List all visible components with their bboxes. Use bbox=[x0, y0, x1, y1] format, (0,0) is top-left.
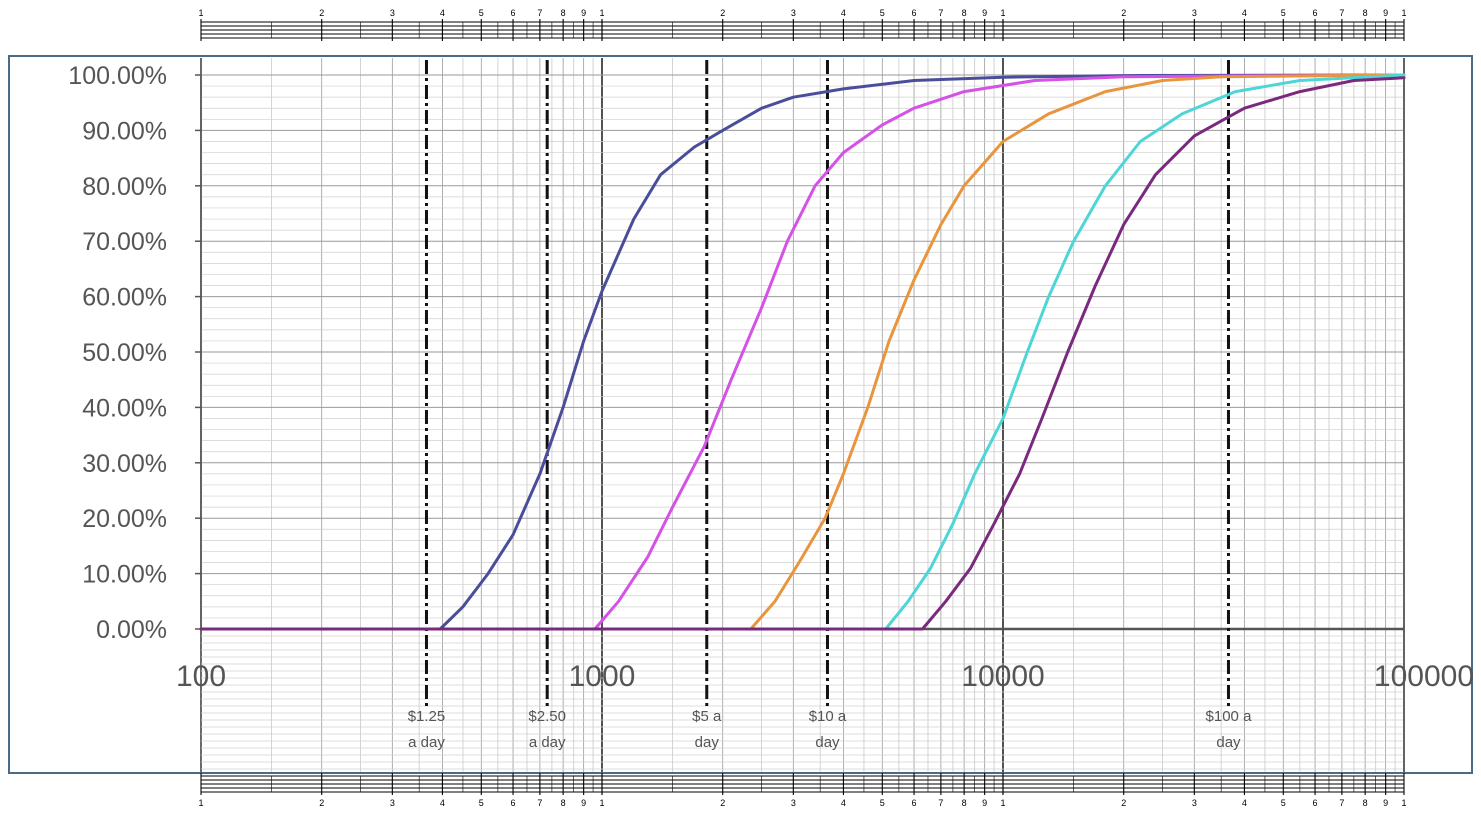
series-line-2 bbox=[199, 73, 1406, 631]
ruler-label-top: 7 bbox=[938, 8, 943, 18]
series-line-3 bbox=[199, 73, 1406, 631]
ruler-label-top: 1 bbox=[198, 8, 203, 18]
ruler-label-top: 5 bbox=[880, 8, 885, 18]
x-tick-labels: 100 1000 10000 100000 bbox=[176, 660, 1474, 693]
ruler-label-bottom: 1 bbox=[198, 798, 203, 808]
ruler-label-top: 9 bbox=[581, 8, 586, 18]
log-rulers: 1 2 3 4 5 6 7 8 9 1 2 3 4 5 6 7 8 9 1 2 3 4 5 6 7 8 9 1 1 2 3 4 5 6 7 8 9 1 2 3… bbox=[198, 8, 1406, 808]
ruler-label-bottom: 1 bbox=[1401, 798, 1406, 808]
ruler-label-top: 6 bbox=[511, 8, 516, 18]
ruler-label-bottom: 7 bbox=[938, 798, 943, 808]
ruler-label-bottom: 8 bbox=[561, 798, 566, 808]
ruler-label-bottom: 8 bbox=[1363, 798, 1368, 808]
ruler-label-bottom: 1 bbox=[599, 798, 604, 808]
ruler-label-bottom: 9 bbox=[581, 798, 586, 808]
series-line-5 bbox=[199, 76, 1406, 631]
ruler-label-bottom: 3 bbox=[791, 798, 796, 808]
ruler-label-top: 8 bbox=[1363, 8, 1368, 18]
reference-line-label: $10 a bbox=[809, 708, 847, 725]
ruler-label-bottom: 8 bbox=[962, 798, 967, 808]
reference-line-label: day bbox=[1216, 734, 1241, 751]
y-tick-label: 20.00% bbox=[82, 505, 167, 533]
y-tick-label: 100.00% bbox=[68, 62, 167, 90]
reference-line-label: a day bbox=[408, 734, 445, 751]
ruler-label-top: 9 bbox=[982, 8, 987, 18]
reference-line-label: $100 a bbox=[1206, 708, 1253, 725]
ruler-label-top: 4 bbox=[841, 8, 846, 18]
reference-line-label: day bbox=[695, 734, 720, 751]
series-line-1 bbox=[199, 73, 1406, 631]
ruler-label-top: 4 bbox=[440, 8, 445, 18]
ruler-label-top: 1 bbox=[599, 8, 604, 18]
series-group bbox=[199, 73, 1406, 631]
y-tick-label: 10.00% bbox=[82, 561, 167, 589]
ruler-label-top: 3 bbox=[390, 8, 395, 18]
ruler-label-top: 8 bbox=[561, 8, 566, 18]
ruler-label-top: 1 bbox=[1000, 8, 1005, 18]
ruler-label-bottom: 4 bbox=[841, 798, 846, 808]
grid bbox=[200, 58, 1405, 772]
series-line-4 bbox=[199, 73, 1406, 631]
ruler-label-top: 2 bbox=[1121, 8, 1126, 18]
ruler-label-top: 6 bbox=[912, 8, 917, 18]
ruler-label-bottom: 4 bbox=[1242, 798, 1247, 808]
y-tick-labels: 0.00% 10.00% 20.00% 30.00% 40.00% 50.00% 60.00… bbox=[68, 62, 167, 644]
y-tick-label: 30.00% bbox=[82, 450, 167, 478]
ruler-label-bottom: 7 bbox=[1339, 798, 1344, 808]
ruler-label-top: 3 bbox=[791, 8, 796, 18]
reference-line-label: day bbox=[815, 734, 840, 751]
chart-frame bbox=[8, 55, 1473, 774]
ruler-label-bottom: 5 bbox=[1281, 798, 1286, 808]
ruler-label-bottom: 4 bbox=[440, 798, 445, 808]
ruler-label-top: 4 bbox=[1242, 8, 1247, 18]
ruler-label-bottom: 2 bbox=[319, 798, 324, 808]
y-tick-label: 50.00% bbox=[82, 339, 167, 367]
ruler-label-bottom: 2 bbox=[720, 798, 725, 808]
ruler-label-bottom: 3 bbox=[390, 798, 395, 808]
y-tick-label: 0.00% bbox=[96, 616, 167, 644]
reference-line-label: a day bbox=[529, 734, 566, 751]
reference-lines: $1.25 a day $2.50 a day $5 a day $10 a day $100 … bbox=[408, 60, 1252, 751]
ruler-label-bottom: 6 bbox=[912, 798, 917, 808]
ruler-label-top: 9 bbox=[1383, 8, 1388, 18]
ruler-label-bottom: 6 bbox=[511, 798, 516, 808]
reference-line-label: $1.25 bbox=[408, 708, 446, 725]
ruler-label-bottom: 9 bbox=[982, 798, 987, 808]
ruler-label-bottom: 5 bbox=[880, 798, 885, 808]
ruler-label-top: 7 bbox=[537, 8, 542, 18]
reference-line-label: $2.50 bbox=[528, 708, 566, 725]
y-tick-label: 40.00% bbox=[82, 394, 167, 422]
ruler-label-bottom: 6 bbox=[1313, 798, 1318, 808]
ruler-label-bottom: 9 bbox=[1383, 798, 1388, 808]
axes bbox=[195, 58, 1405, 772]
ruler-label-top: 2 bbox=[319, 8, 324, 18]
reference-line-label: $5 a bbox=[692, 708, 722, 725]
ruler-label-top: 6 bbox=[1313, 8, 1318, 18]
y-tick-label: 70.00% bbox=[82, 228, 167, 256]
ruler-label-top: 7 bbox=[1339, 8, 1344, 18]
ruler-label-top: 1 bbox=[1401, 8, 1406, 18]
ruler-label-top: 2 bbox=[720, 8, 725, 18]
ruler-label-bottom: 2 bbox=[1121, 798, 1126, 808]
y-tick-label: 90.00% bbox=[82, 117, 167, 145]
x-tick-label: 10000 bbox=[961, 660, 1044, 693]
ruler-label-bottom: 5 bbox=[479, 798, 484, 808]
ruler-label-top: 5 bbox=[479, 8, 484, 18]
ruler-label-bottom: 7 bbox=[537, 798, 542, 808]
x-tick-label: 1000 bbox=[569, 660, 636, 693]
x-tick-label: 100000 bbox=[1374, 660, 1474, 693]
y-tick-label: 60.00% bbox=[82, 284, 167, 312]
x-tick-label: 100 bbox=[176, 660, 226, 693]
ruler-label-bottom: 1 bbox=[1000, 798, 1005, 808]
y-tick-label: 80.00% bbox=[82, 173, 167, 201]
ruler-label-top: 3 bbox=[1192, 8, 1197, 18]
ruler-label-top: 8 bbox=[962, 8, 967, 18]
ruler-label-bottom: 3 bbox=[1192, 798, 1197, 808]
ruler-label-top: 5 bbox=[1281, 8, 1286, 18]
